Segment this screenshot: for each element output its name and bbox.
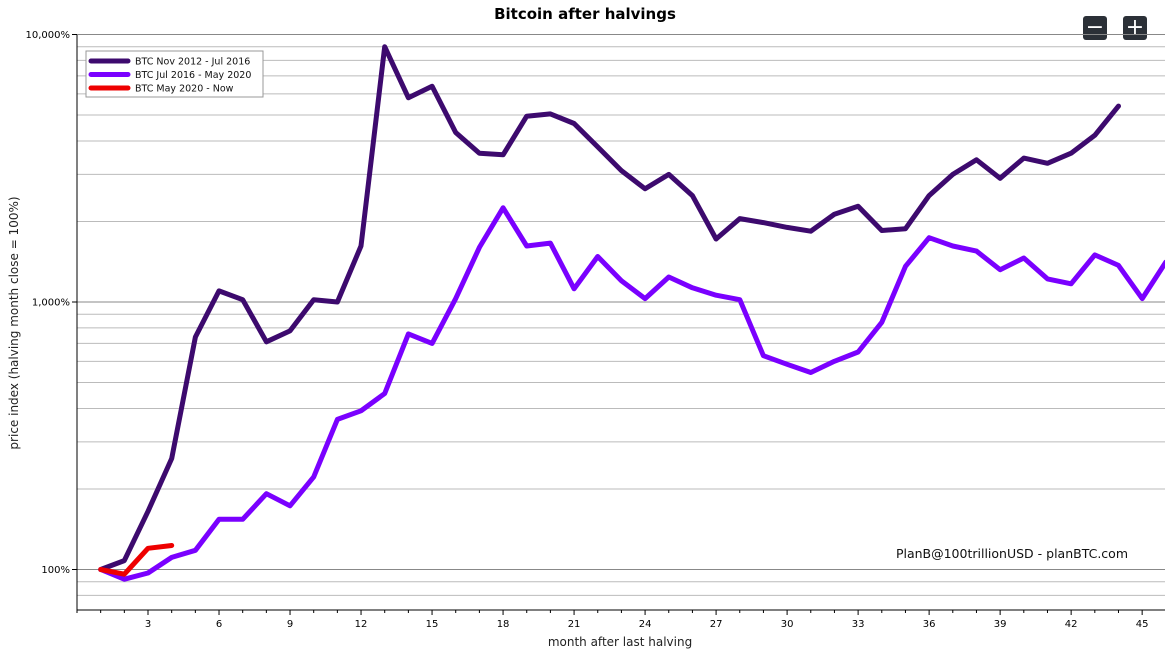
series-line-2	[98, 205, 1165, 582]
x-tick-label: 42	[1065, 619, 1078, 630]
chart-title: Bitcoin after halvings	[494, 5, 676, 23]
x-axis-ticks: 3 6 9 12 15 18 21 24 27 30 33 36 39 42 45	[76, 610, 1149, 630]
x-tick-label: 27	[710, 619, 723, 630]
x-tick-label: 3	[145, 619, 151, 630]
grid-lines	[77, 34, 1165, 596]
y-tick-label: 10,000%	[26, 30, 71, 41]
legend-label: BTC May 2020 - Now	[135, 84, 234, 95]
legend-label: BTC Jul 2016 - May 2020	[135, 70, 251, 81]
y-axis-label: price index (halving month close = 100%)	[7, 196, 21, 449]
series-lines	[98, 44, 1165, 582]
x-tick-label: 30	[781, 619, 794, 630]
x-tick-label: 36	[923, 619, 936, 630]
x-tick-label: 24	[639, 619, 652, 630]
x-axis-label: month after last halving	[548, 635, 692, 649]
series-line-3	[98, 543, 175, 577]
x-tick-label: 45	[1136, 619, 1149, 630]
zoom-out-button[interactable]: −	[1083, 16, 1107, 40]
y-tick-label: 100%	[41, 565, 70, 576]
x-tick-label: 9	[287, 619, 293, 630]
legend: BTC Nov 2012 - Jul 2016 BTC Jul 2016 - Ma…	[85, 50, 264, 98]
y-axis-ticks: 100% 1,000% 10,000%	[26, 30, 77, 576]
axes	[76, 35, 1165, 611]
legend-label: BTC Nov 2012 - Jul 2016	[135, 57, 250, 68]
x-tick-label: 39	[994, 619, 1007, 630]
x-tick-label: 33	[852, 619, 865, 630]
x-tick-label: 21	[568, 619, 581, 630]
x-tick-label: 18	[497, 619, 510, 630]
x-tick-label: 6	[216, 619, 222, 630]
series-line-1	[98, 44, 1121, 572]
zoom-in-button[interactable]: +	[1123, 16, 1147, 40]
x-tick-label: 12	[355, 619, 368, 630]
credit-annotation: PlanB@100trillionUSD - planBTC.com	[896, 546, 1128, 561]
x-tick-label: 15	[426, 619, 439, 630]
y-tick-label: 1,000%	[32, 298, 70, 309]
